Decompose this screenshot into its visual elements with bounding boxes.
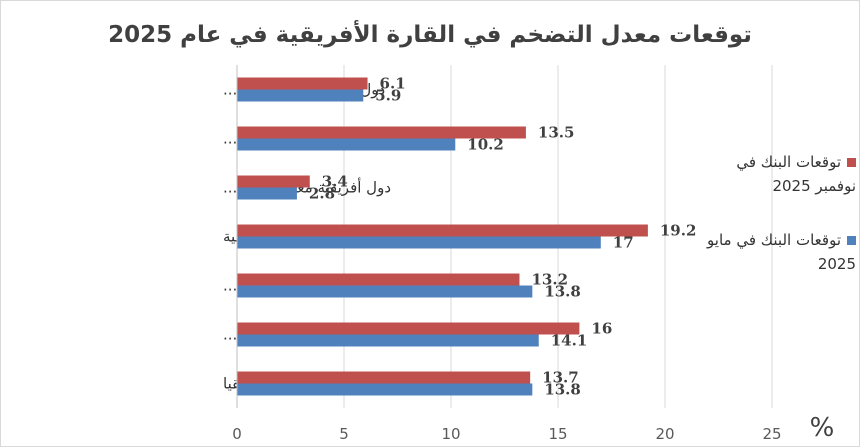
chart-title: توقعات معدل التضخم في القارة الأفريقية ف…	[108, 22, 752, 48]
bar-november	[237, 126, 526, 139]
legend-swatch-november	[847, 158, 856, 167]
data-label: 17	[613, 234, 634, 252]
bar-may	[237, 89, 364, 102]
data-label: 13.5	[538, 124, 575, 142]
legend-item-may: توقعات البنك في مايو 2025	[706, 228, 856, 276]
bar-november	[237, 77, 368, 90]
bar-november	[237, 273, 520, 286]
data-label: 13.8	[544, 283, 581, 301]
data-label: 16	[591, 320, 612, 338]
data-label: 10.2	[467, 136, 504, 154]
legend-swatch-may	[847, 236, 856, 245]
legend-item-november: توقعات البنك في نوفمبر 2025	[706, 150, 856, 198]
x-tick-label: 5	[339, 425, 349, 443]
x-tick-label: 25	[762, 425, 781, 443]
data-label: 6.1	[380, 75, 406, 93]
x-tick-label: 15	[548, 425, 567, 443]
bar-may	[237, 138, 456, 151]
unit-label: %	[810, 413, 835, 443]
bar-may	[237, 236, 601, 249]
bar-may	[237, 334, 539, 347]
x-tick-label: 0	[232, 425, 242, 443]
bar-november	[237, 322, 580, 335]
data-label: 13.7	[542, 369, 579, 387]
legend-label-may: توقعات البنك في مايو 2025	[707, 231, 856, 273]
bar-november	[237, 175, 310, 188]
data-label: 14.1	[551, 332, 588, 350]
x-tick-label: 10	[441, 425, 460, 443]
data-label: 19.2	[660, 222, 697, 240]
bar-november	[237, 224, 648, 237]
legend-label-november: توقعات البنك في نوفمبر 2025	[736, 153, 856, 195]
x-tick-label: 20	[655, 425, 674, 443]
data-label: 3.4	[322, 173, 348, 191]
data-label: 2.8	[309, 185, 335, 203]
bar-may	[237, 383, 533, 396]
bar-may	[237, 187, 297, 200]
bar-november	[237, 371, 531, 384]
data-label: 13.2	[531, 271, 568, 289]
bar-may	[237, 285, 533, 298]
data-label: 5.9	[375, 87, 401, 105]
data-label: 13.8	[544, 381, 581, 399]
